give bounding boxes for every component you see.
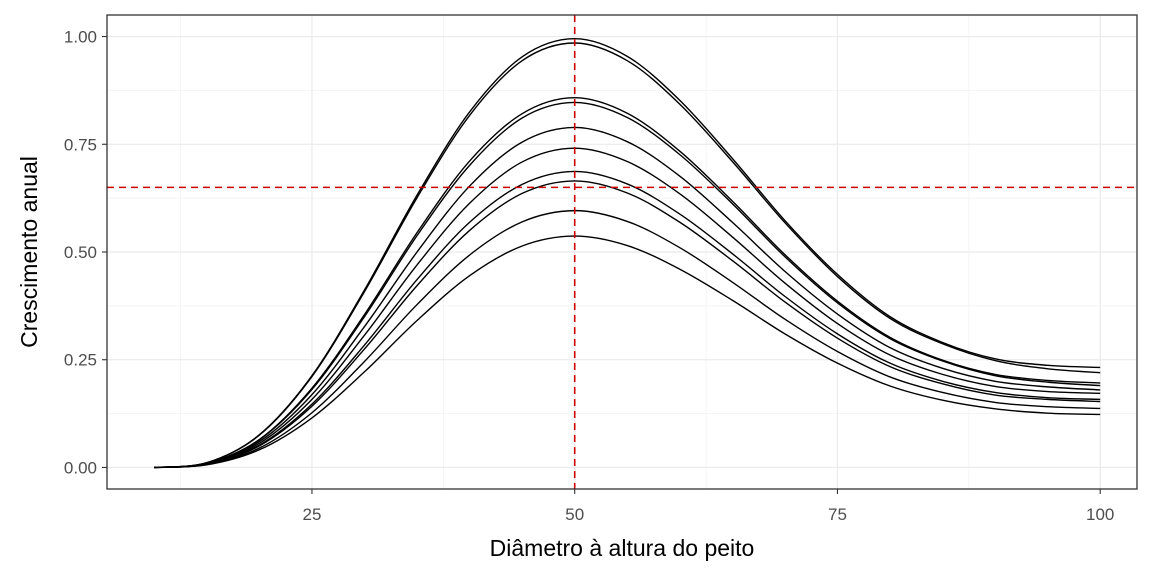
axis-ticks: 25 50 75 100 0.00 0.25 0.50 0.75 1.00 xyxy=(64,28,1114,524)
series-line-7 xyxy=(154,170,1101,469)
x-tick-label: 50 xyxy=(565,505,584,524)
series-line-9 xyxy=(154,209,1101,469)
x-tick-label: 75 xyxy=(828,505,847,524)
reference-lines xyxy=(107,15,1137,489)
series-lines xyxy=(154,37,1101,469)
x-tick-label: 100 xyxy=(1086,505,1114,524)
y-tick-label: 0.00 xyxy=(64,458,97,477)
x-tick-label: 25 xyxy=(302,505,321,524)
major-gridlines xyxy=(107,15,1137,489)
y-tick-label: 0.50 xyxy=(64,243,97,262)
series-line-8 xyxy=(154,180,1101,469)
y-tick-label: 0.25 xyxy=(64,351,97,370)
series-line-3 xyxy=(154,97,1101,469)
y-tick-label: 1.00 xyxy=(64,28,97,47)
y-axis-title: Crescimento anual xyxy=(16,156,42,348)
series-line-2 xyxy=(154,42,1101,469)
x-axis-title: Diâmetro à altura do peito xyxy=(490,535,755,561)
series-line-5 xyxy=(154,126,1101,469)
series-line-6 xyxy=(154,147,1101,469)
series-line-10 xyxy=(154,235,1101,469)
series-line-4 xyxy=(154,101,1101,469)
y-tick-label: 0.75 xyxy=(64,135,97,154)
